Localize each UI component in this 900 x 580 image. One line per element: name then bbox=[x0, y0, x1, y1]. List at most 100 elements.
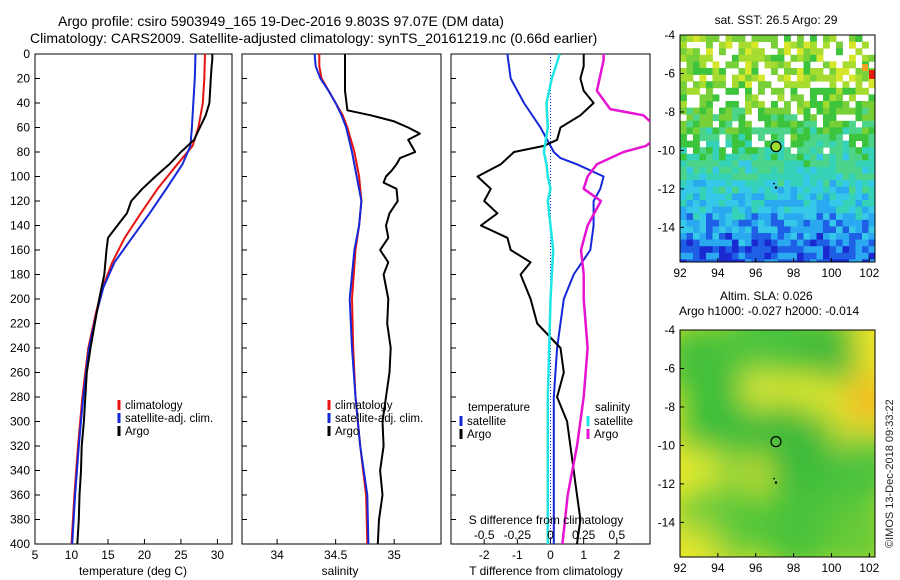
sst-cell bbox=[771, 226, 778, 234]
sst-cell bbox=[719, 114, 726, 122]
sst-cell bbox=[810, 233, 817, 240]
sst-cell bbox=[706, 219, 713, 227]
sst-cell bbox=[842, 173, 850, 181]
sst-cell bbox=[849, 134, 856, 141]
sst-cell bbox=[797, 134, 804, 141]
sst-cell bbox=[680, 252, 687, 260]
sst-cell bbox=[738, 41, 746, 49]
sst-cell bbox=[784, 219, 791, 227]
sst-cell bbox=[862, 252, 869, 260]
sst-cell bbox=[777, 120, 785, 128]
sst-cell bbox=[862, 186, 869, 194]
sst-cell bbox=[699, 147, 707, 155]
sst-cell bbox=[693, 48, 700, 56]
sst-cell bbox=[680, 167, 687, 174]
sst-cell bbox=[719, 200, 726, 207]
sst-cell bbox=[842, 219, 850, 227]
sst-cell bbox=[732, 200, 739, 207]
sst-cell bbox=[725, 246, 733, 254]
temperature-line-argo bbox=[76, 54, 214, 544]
sst-cell bbox=[719, 226, 726, 234]
legend-label: climatology bbox=[125, 400, 183, 412]
sst-cell bbox=[849, 193, 856, 201]
sst-cell bbox=[758, 206, 765, 214]
sst-cell bbox=[751, 153, 759, 161]
sst-cell bbox=[732, 246, 739, 254]
difference-x-axis: -2 -1 0 1 2 bbox=[479, 539, 620, 562]
sst-cell bbox=[829, 226, 837, 234]
sst-cell bbox=[680, 35, 687, 42]
sst-cell bbox=[758, 246, 765, 254]
sst-cell bbox=[732, 180, 739, 188]
sst-cell bbox=[745, 61, 752, 69]
sst-cell bbox=[738, 68, 746, 75]
sst-cell bbox=[855, 81, 863, 89]
sst-cell bbox=[751, 200, 759, 207]
sst-cell bbox=[699, 35, 707, 42]
title-line-2: Climatology: CARS2009. Satellite-adjuste… bbox=[30, 30, 597, 46]
sst-cell bbox=[758, 200, 765, 207]
sst-cell bbox=[868, 206, 875, 214]
sst-cell bbox=[849, 147, 856, 155]
sst-cell bbox=[725, 173, 733, 181]
sst-cell bbox=[745, 101, 752, 108]
sst-cell bbox=[706, 186, 713, 194]
sst-cell bbox=[784, 173, 791, 181]
sst-cell bbox=[842, 61, 850, 69]
sst-cell bbox=[680, 107, 687, 115]
sst-cell bbox=[849, 107, 856, 115]
sst-cell bbox=[829, 127, 837, 135]
sst-cell bbox=[836, 140, 843, 148]
sst-cell bbox=[777, 48, 785, 56]
sst-cell bbox=[862, 54, 869, 62]
sla-map-subtitle: Argo h1000: -0.027 h2000: -0.014 bbox=[679, 304, 859, 318]
sst-cell bbox=[686, 160, 694, 168]
sst-cell bbox=[712, 167, 720, 174]
sst-cell bbox=[706, 147, 713, 155]
sst-cell bbox=[823, 219, 830, 227]
sst-cell bbox=[823, 239, 830, 247]
sst-cell bbox=[797, 81, 804, 89]
sst-cell bbox=[751, 259, 759, 262]
sst-cell bbox=[862, 167, 869, 174]
sst-cell bbox=[784, 186, 791, 194]
sst-cell bbox=[829, 239, 837, 247]
sst-cell bbox=[719, 41, 726, 49]
sst-cell bbox=[810, 213, 817, 221]
difference-tick-label: 0 bbox=[547, 548, 554, 562]
sst-cell bbox=[777, 219, 785, 227]
sst-cell bbox=[686, 54, 694, 62]
sst-cell bbox=[725, 127, 733, 135]
sst-cell bbox=[862, 219, 869, 227]
sst-cell bbox=[764, 61, 772, 69]
sst-cell bbox=[706, 213, 713, 221]
sst-cell bbox=[758, 252, 765, 260]
sst-cell bbox=[712, 180, 720, 188]
sst-cell bbox=[842, 186, 850, 194]
sst-cell bbox=[869, 70, 875, 79]
sst-cell bbox=[719, 206, 726, 214]
sst-cell bbox=[771, 193, 778, 201]
sst-cell bbox=[680, 239, 687, 247]
sst-cell bbox=[732, 127, 739, 135]
sst-heatmap bbox=[680, 35, 875, 262]
s-difference-tick-label: -0.25 bbox=[504, 528, 532, 542]
sst-cell bbox=[842, 147, 850, 155]
sst-cell bbox=[758, 180, 765, 188]
sst-cell bbox=[680, 200, 687, 207]
sst-cell bbox=[738, 134, 746, 141]
sst-cell bbox=[725, 140, 733, 148]
sst-cell bbox=[732, 219, 739, 227]
sst-cell bbox=[771, 114, 778, 122]
sst-cell bbox=[868, 167, 875, 174]
sla-blob bbox=[795, 330, 865, 385]
sst-cell bbox=[725, 219, 733, 227]
sst-cell bbox=[699, 81, 707, 89]
sst-cell bbox=[836, 213, 843, 221]
sst-cell bbox=[784, 107, 791, 115]
sst-cell bbox=[712, 239, 720, 247]
sst-cell bbox=[790, 193, 798, 201]
sst-cell bbox=[719, 147, 726, 155]
sst-cell bbox=[810, 120, 817, 128]
